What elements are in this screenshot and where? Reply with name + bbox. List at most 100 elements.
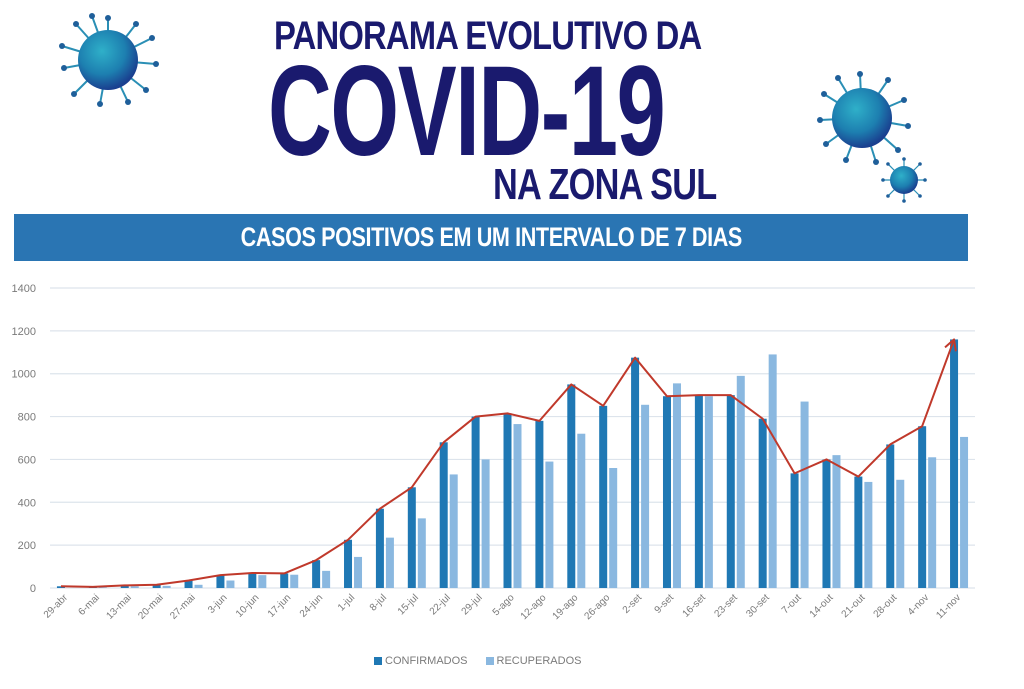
bar-confirmed	[918, 426, 927, 588]
bar-recovered	[672, 383, 681, 588]
chart-legend: CONFIRMADOS RECUPERADOS	[374, 655, 581, 667]
bar-confirmed	[662, 396, 671, 588]
legend-label-confirmed: CONFIRMADOS	[385, 655, 468, 667]
bar-recovered	[513, 424, 522, 588]
title-line3: NA ZONA SUL	[493, 160, 717, 209]
bar-confirmed	[790, 473, 799, 588]
y-tick-label: 0	[30, 583, 36, 595]
y-tick-label: 800	[18, 412, 36, 424]
bar-confirmed	[248, 573, 257, 588]
bar-recovered	[258, 575, 267, 588]
bar-confirmed	[216, 575, 225, 588]
y-tick-label: 1000	[12, 369, 36, 381]
bar-confirmed	[152, 584, 161, 588]
virus-icon	[817, 71, 911, 165]
bar-confirmed	[886, 444, 895, 588]
x-tick-label: 14-out	[808, 592, 836, 620]
x-tick-label: 16-set	[681, 592, 709, 620]
bar-recovered	[322, 570, 331, 588]
x-tick-label: 1-jul	[336, 592, 357, 613]
x-tick-label: 17-jun	[266, 592, 293, 619]
x-tick-label: 5-ago	[491, 592, 517, 618]
legend-item-recovered: RECUPERADOS	[485, 655, 581, 667]
x-tick-label: 4-nov	[906, 592, 931, 617]
x-tick-label: 7-out	[780, 592, 804, 616]
bar-confirmed	[854, 476, 863, 588]
y-tick-label: 1400	[12, 283, 36, 295]
bar-confirmed	[312, 560, 321, 588]
y-tick-label: 400	[18, 497, 36, 509]
bar-confirmed	[567, 384, 576, 588]
x-tick-label: 13-mai	[104, 592, 133, 621]
bar-confirmed	[535, 420, 544, 588]
title-line1: PANORAMA EVOLUTIVO DA	[274, 14, 702, 58]
chart-title: CASOS POSITIVOS EM UM INTERVALO DE 7 DIA…	[240, 222, 742, 252]
x-tick-label: 9-set	[653, 592, 677, 616]
bar-confirmed	[726, 395, 735, 588]
x-tick-label: 22-jul	[428, 592, 453, 617]
bar-confirmed	[375, 508, 384, 588]
bar-recovered	[896, 479, 905, 588]
x-tick-label: 23-set	[712, 592, 740, 620]
bar-recovered	[736, 375, 745, 588]
x-tick-label: 10-jun	[234, 592, 261, 619]
title-covid: COVID-19	[268, 40, 666, 183]
bar-confirmed	[503, 413, 512, 588]
x-tick-label: 26-ago	[583, 592, 613, 622]
bar-recovered	[130, 586, 139, 588]
x-tick-label: 29-jul	[460, 592, 485, 617]
bar-confirmed	[822, 459, 831, 588]
bar-confirmed	[407, 487, 416, 588]
bar-recovered	[545, 461, 554, 588]
bar-confirmed	[599, 405, 608, 588]
x-tick-label: 19-ago	[551, 592, 581, 622]
trend-line	[60, 339, 955, 588]
bar-recovered	[162, 585, 171, 588]
bar-recovered	[832, 455, 841, 588]
bar-recovered	[481, 459, 490, 588]
virus-icon	[881, 157, 927, 203]
bar-confirmed	[184, 580, 193, 588]
x-tick-label: 6-mai	[76, 592, 101, 617]
bar-confirmed	[280, 573, 289, 588]
x-tick-label: 30-set	[744, 592, 772, 620]
legend-swatch-recovered	[485, 657, 494, 665]
y-tick-label: 600	[18, 454, 36, 466]
bar-recovered	[290, 574, 299, 588]
x-tick-label: 8-jul	[368, 592, 389, 613]
bar-confirmed	[758, 418, 767, 588]
bar-recovered	[417, 518, 426, 588]
bar-recovered	[768, 354, 777, 588]
x-tick-label: 2-set	[621, 592, 645, 616]
bar-recovered	[98, 587, 107, 588]
legend-swatch-confirmed	[374, 657, 382, 665]
x-tick-label: 27-mai	[168, 592, 197, 621]
x-tick-label: 28-out	[872, 592, 900, 620]
bar-recovered	[704, 396, 713, 588]
y-tick-label: 1200	[12, 326, 36, 338]
y-tick-label: 200	[18, 540, 36, 552]
x-tick-label: 21-out	[840, 592, 868, 620]
bar-chart: 0 200 400 600 800 1000 1200 1400 29-abr 6-mai 13-m…	[12, 283, 975, 622]
bar-recovered	[960, 436, 969, 588]
x-tick-label: 20-mai	[136, 592, 165, 621]
bar-confirmed	[120, 585, 129, 588]
x-tick-label: 15-jul	[396, 592, 421, 617]
bar-confirmed	[631, 357, 640, 588]
chart-title-banner: CASOS POSITIVOS EM UM INTERVALO DE 7 DIA…	[14, 214, 968, 261]
header: PANORAMA EVOLUTIVO DA COVID-19 NA ZONA S…	[0, 0, 1024, 210]
bar-recovered	[385, 537, 394, 588]
x-tick-label: 24-jun	[298, 592, 325, 619]
bar-recovered	[928, 457, 937, 588]
bar-recovered	[226, 580, 235, 588]
bar-confirmed	[439, 442, 448, 588]
bar-confirmed	[694, 395, 703, 588]
bar-recovered	[354, 556, 363, 588]
bar-confirmed	[471, 416, 480, 588]
bar-recovered	[449, 474, 458, 588]
bar-recovered	[641, 404, 650, 588]
bar-recovered	[577, 433, 586, 588]
x-tick-label: 11-nov	[934, 592, 963, 621]
legend-item-confirmed: CONFIRMADOS	[374, 655, 468, 667]
bar-recovered	[194, 584, 203, 588]
